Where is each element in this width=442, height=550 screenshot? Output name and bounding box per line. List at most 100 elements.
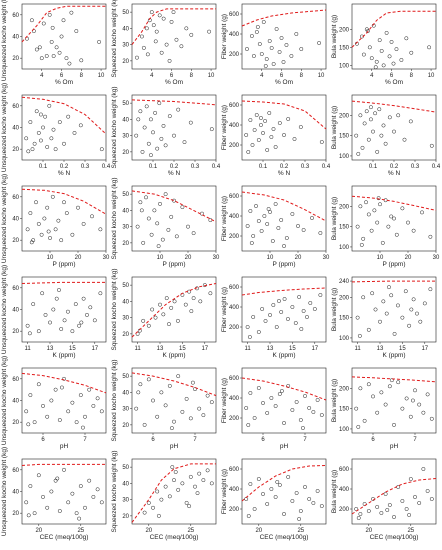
scatter-point <box>74 511 79 516</box>
scatter-point <box>163 484 168 489</box>
scatter-point <box>257 42 262 46</box>
scatter-point <box>279 310 284 314</box>
scatter-panel-r2-c3: 10 20 30 100 150 200 P (ppm) Bula weight (g) <box>331 185 440 268</box>
scatter-point <box>24 136 29 141</box>
scatter-point <box>413 495 417 499</box>
scatter-point <box>383 492 388 496</box>
scatter-point <box>205 468 210 473</box>
y-tick-label: 20 <box>12 511 19 517</box>
scatter-point <box>50 25 55 30</box>
x-tick-label: 4 <box>40 73 44 79</box>
x-tick-label: 0.2 <box>60 164 69 170</box>
scatter-point <box>87 478 92 483</box>
scatter-point <box>261 20 266 24</box>
scatter-point <box>201 478 206 483</box>
x-tick-label: 25 <box>297 528 304 534</box>
scatter-point <box>59 385 64 390</box>
scatter-point <box>252 416 257 420</box>
x-tick-label: 20 <box>145 528 152 534</box>
scatter-point <box>139 208 144 213</box>
y-tick-label: 200 <box>339 295 350 301</box>
scatter-point <box>151 398 155 403</box>
scatter-point <box>410 398 415 403</box>
scatter-point <box>268 313 272 317</box>
scatter-panel-r5-c3: 20 25 200 400 600 CEC (meq/100g) Bula weight (… <box>331 458 437 541</box>
scatter-point <box>53 147 58 152</box>
boundary-line <box>351 100 437 113</box>
scatter-point <box>265 502 270 506</box>
scatter-point <box>290 408 295 412</box>
scatter-point <box>301 309 306 313</box>
x-tick-label: 6 <box>60 73 64 79</box>
y-axis-label: Bula weight (g) <box>331 106 338 149</box>
x-tick-label: 20 <box>185 255 192 261</box>
scatter-panel-r3-c2: 11 13 15 17 200 400 600 K (ppm) Fiber weight (g) <box>221 276 327 359</box>
scatter-point <box>47 103 52 108</box>
scatter-point <box>378 202 382 207</box>
scatter-point <box>45 414 50 419</box>
scatter-point <box>411 297 416 302</box>
x-tick-label: 10 <box>98 73 105 79</box>
scatter-point <box>28 393 33 398</box>
scatter-point <box>149 232 154 237</box>
scatter-point <box>99 409 104 414</box>
scatter-point <box>290 499 295 503</box>
x-axis-label: K (ppm) <box>162 352 185 359</box>
scatter-point <box>247 335 252 339</box>
scatter-point <box>392 331 397 336</box>
scatter-point <box>271 127 276 131</box>
scatter-point <box>379 48 384 53</box>
x-tick-label: 13 <box>47 346 54 352</box>
y-tick-label: 600 <box>229 103 240 109</box>
scatter-point <box>396 113 401 118</box>
scatter-point <box>180 205 185 210</box>
y-tick-label: 400 <box>229 396 240 402</box>
boundary-line <box>21 372 107 394</box>
scatter-point <box>294 491 299 495</box>
scatter-point <box>36 221 41 226</box>
scatter-point <box>40 291 45 296</box>
scatter-point <box>273 202 278 206</box>
scatter-point <box>77 516 82 521</box>
scatter-point <box>163 403 168 408</box>
scatter-point <box>319 413 324 417</box>
scatter-point <box>356 151 361 156</box>
y-tick-label: 150 <box>339 45 350 51</box>
scatter-point <box>151 505 155 510</box>
x-tick-label: 25 <box>407 528 414 534</box>
x-tick-label: 25 <box>187 528 194 534</box>
y-axis-label: Bula weight (g) <box>331 15 338 58</box>
scatter-point <box>34 109 39 114</box>
y-axis-label: Fiber weight (g) <box>221 469 228 514</box>
x-tick-label: 30 <box>323 255 330 261</box>
scatter-point <box>361 236 366 241</box>
scatter-point <box>144 195 148 200</box>
y-tick-label: 40 <box>12 308 19 314</box>
scatter-point <box>248 209 253 213</box>
x-tick-label: 8 <box>410 73 414 79</box>
scatter-point <box>252 507 257 511</box>
scatter-point <box>136 117 141 122</box>
y-axis-label: Unsqueezed kocho weight (kg) <box>1 0 8 81</box>
y-axis-label: Fiber weight (g) <box>221 196 228 241</box>
scatter-point <box>425 489 430 493</box>
scatter-point <box>273 404 278 408</box>
scatter-point <box>186 224 190 229</box>
scatter-point <box>156 513 161 518</box>
y-tick-label: 60 <box>12 195 19 201</box>
scatter-point <box>164 42 169 47</box>
scatter-point <box>172 478 176 483</box>
scatter-point <box>167 114 172 119</box>
scatter-point <box>421 467 426 471</box>
scatter-point <box>279 36 284 40</box>
x-tick-label: 17 <box>91 346 98 352</box>
scatter-point <box>191 296 196 301</box>
x-tick-label: 30 <box>433 255 440 261</box>
scatter-point <box>389 293 394 298</box>
y-tick-label: 240 <box>339 279 350 285</box>
scatter-point <box>163 192 168 197</box>
scatter-point <box>172 133 176 138</box>
x-axis-label: % N <box>168 170 181 177</box>
scatter-point <box>59 327 64 331</box>
